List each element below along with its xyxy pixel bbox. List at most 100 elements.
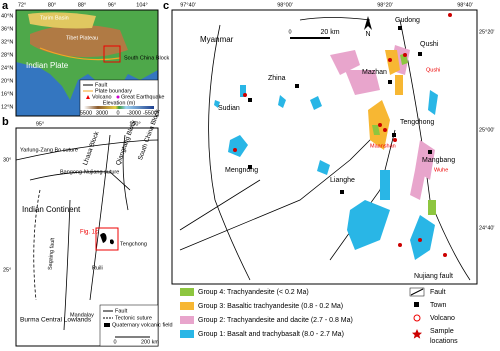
- legend-text: Sample: [430, 328, 454, 335]
- scale-text: 20 km: [320, 29, 339, 36]
- lon-tick: 80°: [48, 2, 56, 8]
- place: Indian Plate: [26, 61, 69, 70]
- callout: Fig. 1c: [80, 230, 98, 236]
- panel-b: Fig. 1c b 95° 100° 30° 25° Lhasa Block Q…: [2, 108, 173, 347]
- lon-tick: 97°40': [180, 2, 196, 8]
- fault: [399, 19, 471, 281]
- town: Mazhan: [362, 69, 387, 76]
- swatch: [180, 302, 194, 310]
- suture: [29, 171, 131, 191]
- fault: [122, 134, 129, 211]
- swatch: [180, 330, 194, 338]
- town: Mangbang: [422, 157, 455, 164]
- legend-title: Elevation (m): [103, 100, 136, 106]
- place: Sagaing fault: [47, 237, 56, 270]
- legend-text: Group 2: Trachyandesite and dacite (2.7 …: [198, 317, 353, 324]
- panel-label: a: [2, 0, 9, 12]
- panel-label: c: [163, 0, 169, 12]
- lat-tick: 28°N: [1, 52, 13, 58]
- sample-icon: [411, 329, 422, 339]
- icon-box: [409, 287, 425, 297]
- fault-icon: [410, 288, 424, 296]
- border: [208, 24, 251, 281]
- volcano: Maanshan: [370, 143, 396, 149]
- place: Tarim Basin: [40, 15, 69, 21]
- elev-tick: 3000: [96, 110, 108, 116]
- fault: [63, 199, 71, 331]
- legend-quake: [116, 95, 120, 99]
- place: Mandalay: [70, 312, 94, 318]
- legend-text: Volcano: [430, 315, 455, 322]
- lat-tick: 25°00': [479, 127, 495, 133]
- legend-text: Great Earthquake: [121, 94, 164, 100]
- lon-tick: 96°: [108, 2, 116, 8]
- lon-tick: 95°: [36, 121, 44, 127]
- frame: [15, 127, 159, 347]
- legend-text: Fault: [95, 82, 108, 88]
- place: Ruili: [92, 265, 103, 271]
- town: Mengnong: [225, 167, 258, 174]
- lon-tick: 98°40': [457, 2, 473, 8]
- town: Tengchong: [400, 119, 434, 126]
- volcano-icon: [413, 314, 421, 322]
- lat-tick: 40°N: [1, 13, 13, 19]
- group-2: [330, 45, 435, 200]
- place: Yarlung-Zang Bo suture: [20, 147, 78, 153]
- fault: [33, 189, 41, 301]
- fault: [299, 17, 371, 21]
- lat-tick: 12°N: [1, 104, 13, 110]
- lat-tick: 32°N: [1, 39, 13, 45]
- lat-tick: 25°: [3, 267, 11, 273]
- lon-tick: 104°: [136, 2, 147, 8]
- town: Sudian: [218, 105, 240, 112]
- legend-text: Tectonic suture: [115, 315, 152, 321]
- lat-tick: 24°N: [1, 65, 13, 71]
- fault: [179, 129, 381, 251]
- fault: [89, 134, 111, 301]
- fault: [179, 179, 261, 231]
- town: Gudong: [395, 17, 420, 24]
- legend-text: Plate boundary: [95, 88, 132, 94]
- legend-volcanic: [104, 323, 110, 327]
- lon-tick: 98°00': [277, 2, 293, 8]
- legend-text: Quaternary volcanic field: [112, 322, 173, 328]
- volcanic-field: [100, 233, 114, 245]
- place: Indian Continent: [22, 205, 81, 214]
- country: Myanmar: [200, 35, 234, 44]
- place: Tengchong: [120, 241, 147, 247]
- lat-tick: 30°: [3, 157, 11, 163]
- lat-tick: 20°N: [1, 78, 13, 84]
- lat-tick: 24°40': [479, 225, 495, 231]
- callout-box: [95, 227, 119, 251]
- lat-tick: 16°N: [1, 91, 13, 97]
- basin: [28, 12, 96, 29]
- town: Zhina: [268, 75, 286, 82]
- scale-text: 0: [113, 339, 116, 345]
- north: N: [365, 31, 370, 38]
- elev-tick: -5500: [143, 110, 157, 116]
- elevation-bar: [84, 106, 154, 109]
- lon-tick: 88°: [78, 2, 86, 8]
- lon-tick: 98°20': [377, 2, 393, 8]
- swatch: [180, 288, 194, 296]
- plate-boundary: [39, 47, 121, 61]
- volcano: Wuhe: [434, 167, 448, 173]
- lon-tick: 72°: [18, 2, 26, 8]
- group-1: [214, 85, 438, 260]
- legend-text: Group 1: Basalt and trachybasalt (8.0 - …: [198, 331, 344, 338]
- legend-text: Fault: [115, 308, 128, 314]
- suture: [15, 139, 159, 161]
- panel-a: a 72° 80° 88° 96° 104° 40°N 36°N 32°N 28…: [1, 0, 169, 117]
- elev-tick: -3000: [127, 110, 141, 116]
- place: Tibet Plateau: [66, 35, 98, 41]
- lon-tick: 100°: [129, 121, 140, 127]
- legend-text: locations: [430, 338, 458, 345]
- town: Lianghe: [330, 177, 355, 184]
- samples: [233, 13, 452, 257]
- legend-text: Volcano: [92, 94, 112, 100]
- panel-label: b: [2, 116, 9, 128]
- volcano: Qushi: [426, 67, 440, 73]
- legend-text: Group 4: Trachyandesite (< 0.2 Ma): [198, 289, 309, 296]
- legend-text: Fault: [430, 289, 446, 296]
